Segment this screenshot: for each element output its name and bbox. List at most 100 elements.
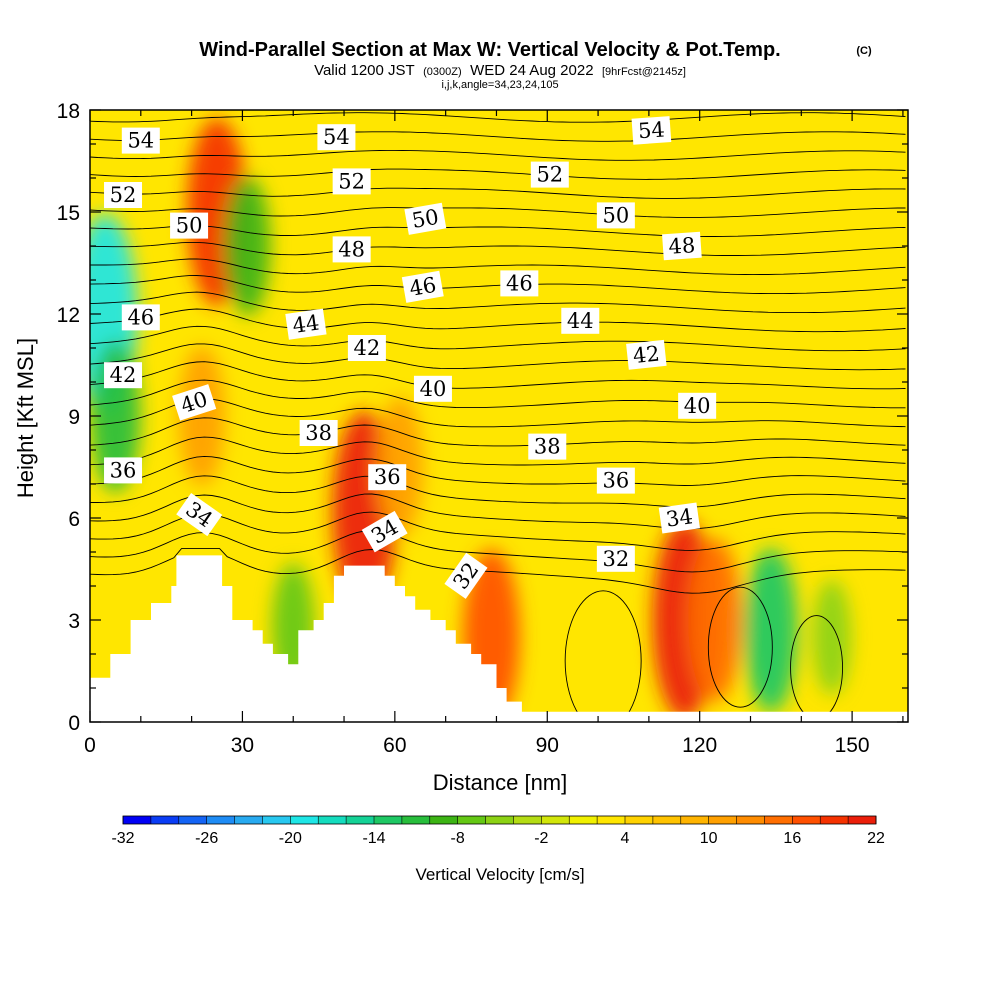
theta-contour-51 [90, 187, 906, 199]
theta-label-text: 54 [637, 117, 665, 143]
colorbar-swatch [290, 816, 319, 824]
theta-label-19: 40 [678, 392, 717, 419]
x-tick-label: 90 [536, 734, 559, 757]
theta-label-text: 36 [374, 465, 401, 489]
theta-label-box [361, 510, 408, 553]
theta-label-text: 52 [536, 163, 563, 187]
theta-label-box [172, 384, 217, 421]
colorbar-swatch [206, 816, 236, 824]
theta-label-box [285, 308, 327, 340]
theta-contour-50 [90, 207, 906, 218]
theta-contour-49 [90, 225, 906, 237]
theta-label-box [332, 168, 371, 195]
colorbar-swatch [569, 816, 598, 824]
theta-label-12: 46 [401, 270, 444, 303]
colorbar-tick-label: -32 [111, 830, 134, 847]
theta-contour-31 [90, 548, 906, 594]
theta-label-box [404, 202, 447, 235]
colorbar-swatch [374, 816, 403, 824]
theta-contour-55 [90, 112, 906, 123]
theta-label-box [596, 545, 635, 572]
theta-label-28: 54 [631, 116, 672, 145]
theta-label-18: 40 [413, 375, 452, 402]
chart-title-mark: (C) [856, 45, 872, 57]
colorbar-tick-label: -14 [362, 830, 385, 847]
x-tick-label: 30 [231, 734, 254, 757]
theta-label-8: 54 [317, 124, 356, 151]
theta-label-text: 38 [534, 435, 561, 459]
theta-contour-46 [90, 275, 906, 295]
colorbar-swatch [597, 816, 626, 824]
theta-label-29: 52 [530, 161, 569, 188]
theta-label-text: 54 [127, 129, 154, 153]
y-tick-label: 15 [57, 202, 80, 225]
velocity-feature-11 [812, 579, 852, 695]
colorbar-swatch [680, 816, 710, 824]
theta-label-21: 38 [528, 433, 567, 460]
theta-label-box [121, 127, 160, 154]
y-tick-label: 18 [57, 100, 80, 123]
theta-contour-41 [90, 361, 906, 390]
theta-label-14: 44 [285, 308, 327, 340]
theta-label-15: 44 [561, 307, 600, 334]
colorbar: -32 -26 -20 -14 -8 -2 4 10 16 22 [111, 815, 885, 847]
theta-label-17: 42 [626, 339, 667, 370]
theta-label-text: 54 [323, 125, 350, 149]
colorbar-tick-label: -20 [279, 830, 302, 847]
theta-label-10: 50 [404, 202, 447, 235]
x-tick-label: 0 [84, 734, 96, 757]
y-tick-label: 6 [68, 508, 80, 531]
theta-label-text: 38 [305, 421, 332, 445]
colorbar-tick-label: -8 [451, 830, 465, 847]
theta-contour-39 [90, 398, 906, 428]
theta-label-text: 46 [506, 271, 533, 295]
theta-label-text: 36 [110, 458, 137, 482]
theta-label-text: 44 [291, 310, 321, 337]
colorbar-title: Vertical Velocity [cm/s] [415, 865, 584, 884]
colorbar-swatch [150, 816, 180, 824]
theta-label-text: 34 [664, 504, 694, 531]
colorbar-tick-label: -26 [195, 830, 218, 847]
colorbar-swatch [625, 816, 654, 824]
theta-label-box [176, 493, 223, 537]
theta-label-22: 36 [368, 464, 407, 491]
theta-label-text: 48 [338, 237, 365, 261]
y-tick-label: 3 [68, 610, 80, 633]
theta-label-text: 50 [602, 203, 629, 227]
theta-contour-38 [90, 417, 906, 447]
y-axis-label: Height [Kft MSL] [13, 338, 38, 498]
theta-label-6: 36 [104, 457, 143, 484]
y-tick-label: 12 [57, 304, 80, 327]
theta-label-box [530, 161, 569, 188]
theta-label-text: 52 [110, 183, 137, 207]
theta-contour-45 [90, 291, 906, 314]
colorbar-swatch [401, 816, 431, 824]
x-tick-label: 150 [835, 734, 870, 757]
theta-contour-loop-1 [707, 586, 773, 708]
theta-label-box [104, 457, 143, 484]
theta-label-box [401, 270, 444, 303]
x-axis-label: Distance [nm] [433, 770, 568, 795]
x-axis: 0 30 60 90 120 150 [84, 110, 904, 757]
subtitle-zulu: (0300Z) [423, 66, 462, 78]
colorbar-swatch [178, 816, 208, 824]
colorbar-tick-label: 22 [867, 830, 885, 847]
chart-title: Wind-Parallel Section at Max W: Vertical… [199, 39, 780, 61]
theta-label-text: 44 [567, 309, 594, 333]
colorbar-swatch [541, 816, 570, 824]
theta-label-2: 50 [170, 212, 209, 239]
y-tick-label: 0 [68, 712, 80, 735]
theta-label-26: 32 [596, 545, 635, 572]
theta-contour-43 [90, 325, 906, 352]
theta-label-box [317, 124, 356, 151]
colorbar-swatch [764, 816, 793, 824]
theta-contour-32 [90, 530, 906, 573]
theta-label-text: 50 [176, 214, 203, 238]
colorbar-swatch [123, 816, 152, 824]
subtitle-valid: Valid 1200 JST [314, 62, 415, 79]
theta-label-text: 36 [602, 469, 629, 493]
theta-label-20: 38 [299, 420, 338, 446]
x-tick-label: 60 [383, 734, 406, 757]
